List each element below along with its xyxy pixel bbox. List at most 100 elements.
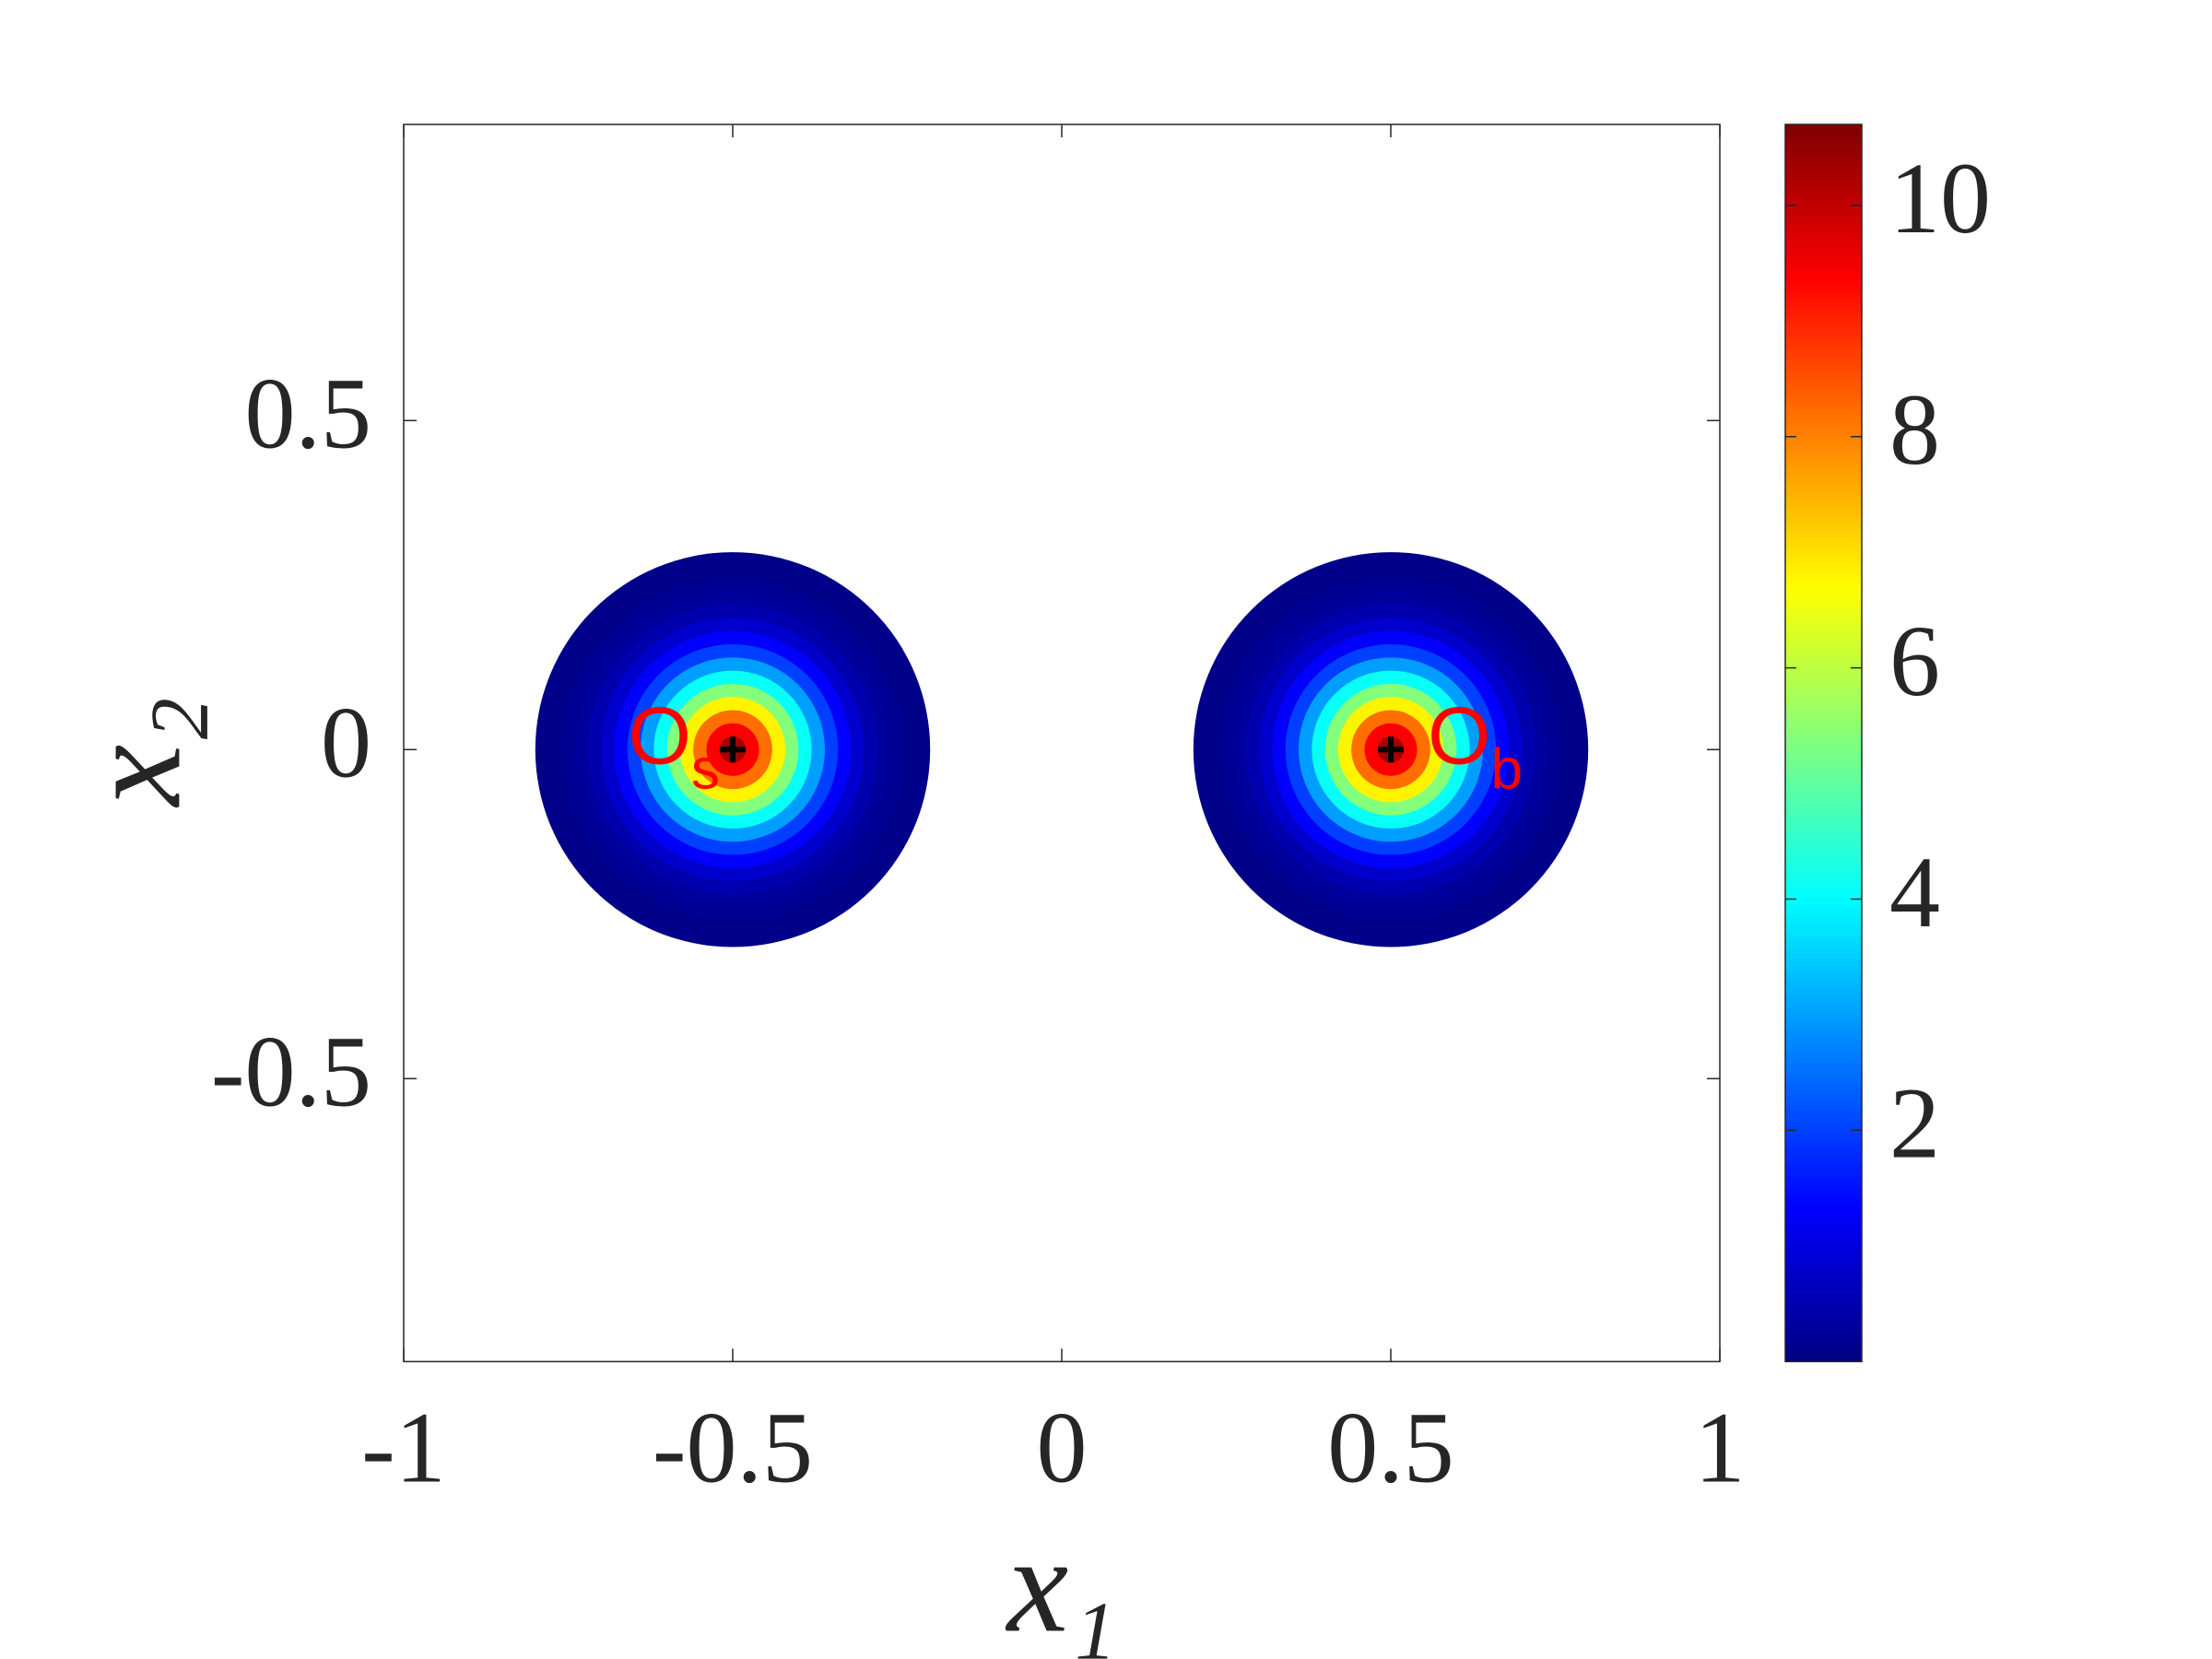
colorbar-swatch (1785, 637, 1862, 645)
colorbar-swatch (1785, 612, 1862, 620)
colorbar-swatch (1785, 928, 1862, 935)
colorbar-swatch (1785, 235, 1862, 243)
colorbar-swatch (1785, 1200, 1862, 1208)
colorbar-swatch (1785, 173, 1862, 181)
colorbar-tick-label: 8 (1889, 373, 1940, 486)
colorbar-swatch (1785, 977, 1862, 985)
colorbar-swatch (1785, 587, 1862, 595)
colorbar-swatch (1785, 1064, 1862, 1072)
colorbar-swatch (1785, 712, 1862, 719)
colorbar-swatch (1785, 452, 1862, 459)
colorbar-swatch (1785, 229, 1862, 237)
colorbar-swatch (1785, 402, 1862, 410)
colorbar-swatch (1785, 1052, 1862, 1059)
colorbar-swatch (1785, 1138, 1862, 1146)
colorbar-swatch (1785, 1187, 1862, 1195)
colorbar-swatch (1785, 464, 1862, 472)
colorbar-swatch (1785, 779, 1862, 787)
colorbar-swatch (1785, 265, 1862, 274)
center-marker (720, 736, 746, 763)
colorbar-swatch (1785, 841, 1862, 849)
colorbar-swatch (1785, 160, 1862, 169)
colorbar-swatch (1785, 1312, 1862, 1319)
colorbar-swatch (1785, 817, 1862, 824)
colorbar-swatch (1785, 1305, 1862, 1313)
colorbar-swatch (1785, 167, 1862, 175)
colorbar-swatch (1785, 142, 1862, 150)
colorbar-swatch (1785, 414, 1862, 422)
x-tick-label: -1 (361, 1392, 446, 1504)
colorbar-box (1784, 124, 1863, 1363)
colorbar-swatch (1785, 1292, 1862, 1300)
colorbar-swatch (1785, 1070, 1862, 1078)
colorbar-swatch (1785, 630, 1862, 639)
colorbar-swatch (1785, 1194, 1862, 1202)
colorbar-swatch (1785, 1033, 1862, 1041)
colorbar-swatch (1785, 185, 1862, 194)
x-tick-label: 0 (1037, 1392, 1088, 1504)
colorbar-swatch (1785, 872, 1862, 880)
colorbar-swatch (1785, 755, 1862, 762)
colorbar-swatch (1785, 513, 1862, 522)
colorbar-swatch (1785, 285, 1862, 292)
colorbar-swatch (1785, 594, 1862, 602)
colorbar-swatch (1785, 971, 1862, 979)
colorbar-swatch (1785, 1014, 1862, 1022)
colorbar-swatch (1785, 241, 1862, 249)
colorbar-swatch (1785, 359, 1862, 367)
colorbar-swatch (1785, 439, 1862, 447)
colorbar-swatch (1785, 952, 1862, 960)
colorbar-swatch (1785, 748, 1862, 757)
colorbar-swatch (1785, 1317, 1862, 1325)
colorbar-swatch (1785, 853, 1862, 862)
colorbar-swatch (1785, 569, 1862, 577)
colorbar-swatch (1785, 1169, 1862, 1177)
center-label: Os (629, 690, 720, 802)
colorbar-swatch (1785, 1342, 1862, 1350)
colorbar-swatch (1785, 822, 1862, 830)
colorbar-swatch (1785, 847, 1862, 855)
colorbar-swatch (1785, 1268, 1862, 1276)
colorbar-swatch (1785, 433, 1862, 441)
colorbar-swatch (1785, 897, 1862, 905)
colorbar-swatch (1785, 135, 1862, 144)
colorbar-swatch (1785, 1095, 1862, 1102)
colorbar-swatch (1785, 1150, 1862, 1159)
colorbar-swatch (1785, 582, 1862, 589)
colorbar-swatch (1785, 692, 1862, 700)
colorbar-swatch (1785, 538, 1862, 546)
colorbar-swatch (1785, 724, 1862, 732)
colorbar-swatch (1785, 995, 1862, 1004)
colorbar-swatch (1785, 315, 1862, 324)
colorbar-swatch (1785, 1182, 1862, 1189)
colorbar-swatch (1785, 204, 1862, 212)
colorbar-swatch (1785, 1088, 1862, 1097)
colorbar-swatch (1785, 1280, 1862, 1288)
colorbar-swatch (1785, 600, 1862, 608)
center-label-main: O (629, 690, 691, 782)
colorbar-swatch (1785, 198, 1862, 206)
colorbar-swatch (1785, 575, 1862, 583)
colorbar-swatch (1785, 1324, 1862, 1332)
colorbar-swatch (1785, 934, 1862, 942)
colorbar-swatch (1785, 835, 1862, 843)
colorbar-swatch (1785, 885, 1862, 892)
colorbar-swatch (1785, 674, 1862, 682)
colorbar-swatch (1785, 488, 1862, 497)
colorbar-swatch (1785, 810, 1862, 818)
colorbar-swatch (1785, 1255, 1862, 1264)
colorbar-swatch (1785, 148, 1862, 157)
colorbar-tick-label: 6 (1889, 605, 1940, 717)
colorbar-swatch (1785, 420, 1862, 429)
colorbar-tick-label: 2 (1889, 1067, 1940, 1180)
colorbar-swatch (1785, 922, 1862, 930)
colorbar-swatch (1785, 1039, 1862, 1047)
center-label-subscript: b (1490, 738, 1522, 802)
colorbar-swatch (1785, 606, 1862, 614)
colorbar-swatch (1785, 260, 1862, 267)
colorbar-swatch (1785, 804, 1862, 812)
colorbar-swatch (1785, 649, 1862, 657)
x-axis-label: x₁ (1006, 1508, 1117, 1659)
center-marker (1378, 736, 1404, 763)
colorbar-swatch (1785, 1355, 1862, 1362)
